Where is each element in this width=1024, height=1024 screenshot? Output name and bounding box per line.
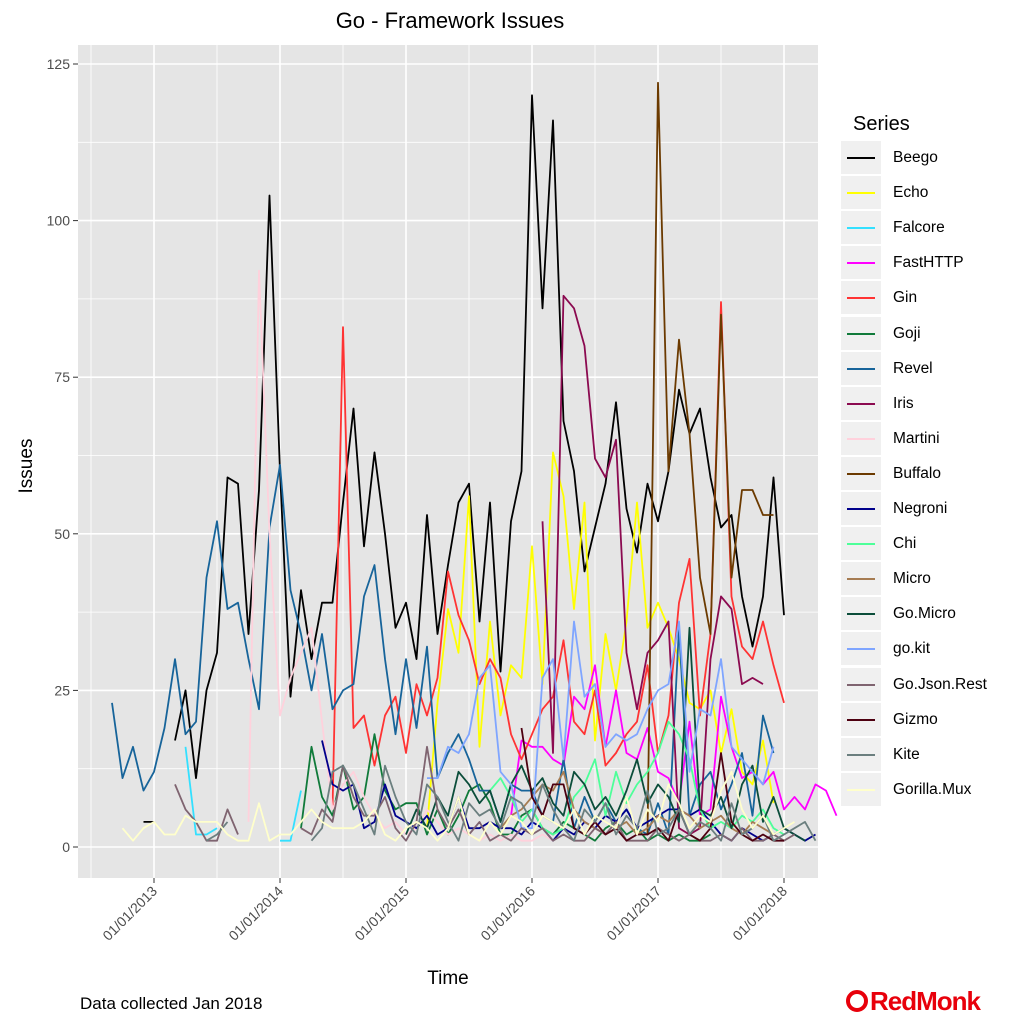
legend-swatch xyxy=(847,683,875,686)
chart-title: Go - Framework Issues xyxy=(335,8,565,33)
legend-label: Beego xyxy=(893,149,938,166)
legend-key xyxy=(841,562,881,596)
legend-key xyxy=(841,597,881,631)
y-tick-label: 100 xyxy=(47,213,71,229)
series-line-fasthttp xyxy=(510,664,838,817)
legend-swatch xyxy=(847,157,875,159)
legend-swatch xyxy=(847,788,875,791)
legend-label: Go.Json.Rest xyxy=(893,675,987,693)
legend-label: Go.Micro xyxy=(893,605,956,623)
x-tick-label: 01/01/2015 xyxy=(351,883,412,944)
x-tick-label: 01/01/2014 xyxy=(225,883,286,944)
legend-swatch xyxy=(847,543,875,546)
series-line-go-kit xyxy=(427,620,775,830)
legend-key xyxy=(841,632,881,666)
legend-label: Iris xyxy=(893,394,914,412)
series-line-martini xyxy=(247,269,554,842)
x-tick-label: 01/01/2017 xyxy=(603,883,664,944)
x-tick-label: 01/01/2016 xyxy=(477,883,538,944)
legend-label: Buffalo xyxy=(893,464,941,482)
legend-swatch xyxy=(847,262,875,265)
series-lines xyxy=(111,81,838,842)
legend-swatch xyxy=(847,297,875,300)
legend-swatch xyxy=(847,227,875,230)
legend-title: Series xyxy=(853,113,910,135)
y-tick-label: 25 xyxy=(54,682,70,698)
legend-label: Micro xyxy=(893,570,931,588)
legend-key xyxy=(841,211,881,245)
legend-swatch xyxy=(847,437,875,440)
legend-label: FastHTTP xyxy=(893,254,964,272)
series-line-falcore xyxy=(184,746,302,842)
y-tick-label: 125 xyxy=(47,56,71,72)
legend-label: Goji xyxy=(893,324,921,342)
legend-key xyxy=(841,667,881,701)
series-line-echo xyxy=(426,451,775,829)
footnote: Data collected Jan 2018 xyxy=(80,994,263,1013)
legend-swatch xyxy=(847,718,875,721)
series-line-gin xyxy=(331,301,785,810)
legend-swatch xyxy=(847,753,875,756)
legend-key xyxy=(841,456,881,490)
redmonk-logo: RedMonk xyxy=(846,986,981,1017)
legend-swatch xyxy=(847,578,875,581)
legend-key xyxy=(841,176,881,210)
legend-key xyxy=(841,246,881,280)
legend-key xyxy=(841,316,881,350)
legend-key xyxy=(841,141,881,174)
x-axis-ticks: 01/01/2013 01/01/2014 01/01/2015 01/01/2016… xyxy=(99,878,790,944)
x-axis-label: Time xyxy=(427,968,469,989)
legend-label: go.kit xyxy=(893,640,931,658)
legend-swatch xyxy=(847,367,875,370)
legend-label: Echo xyxy=(893,184,929,202)
legend-key xyxy=(841,737,881,771)
legend-label: Martini xyxy=(893,429,940,447)
y-axis-ticks: 0 25 50 75 100 125 xyxy=(47,56,78,855)
series-line-buffalo xyxy=(646,81,774,835)
legend-swatch xyxy=(847,648,875,651)
x-tick-label: 01/01/2018 xyxy=(729,883,790,944)
series-line-iris xyxy=(541,294,764,836)
legend-label: Gizmo xyxy=(893,710,938,728)
legend-key xyxy=(841,772,881,806)
legend-key xyxy=(841,281,881,315)
legend-key xyxy=(841,421,881,455)
legend-label: Revel xyxy=(893,359,933,377)
legend-swatch xyxy=(847,192,875,195)
legend-label: Falcore xyxy=(893,219,945,237)
x-tick-label: 01/01/2013 xyxy=(99,883,160,944)
series-line-beego xyxy=(143,94,785,823)
legend-label: Chi xyxy=(893,535,917,553)
y-axis-label: Issues xyxy=(16,438,37,494)
legend-label: Negroni xyxy=(893,500,948,517)
legend-swatch xyxy=(847,402,875,405)
legend-label: Gin xyxy=(893,289,918,307)
legend-swatch xyxy=(847,613,875,616)
legend-key xyxy=(841,492,881,525)
legend-key xyxy=(841,386,881,420)
legend-swatch xyxy=(847,332,875,335)
legend-swatch xyxy=(847,508,875,510)
legend-key xyxy=(841,527,881,561)
legend-label: Gorilla.Mux xyxy=(893,780,972,798)
y-tick-label: 75 xyxy=(54,369,70,385)
series-line-gizmo xyxy=(520,727,784,842)
y-tick-label: 50 xyxy=(54,526,70,542)
legend-key xyxy=(841,351,881,385)
legend-key xyxy=(841,702,881,736)
series-line-gorilla-mux xyxy=(121,770,795,842)
legend-swatch xyxy=(847,472,875,475)
legend-label: Kite xyxy=(893,745,920,763)
y-tick-label: 0 xyxy=(62,839,70,855)
